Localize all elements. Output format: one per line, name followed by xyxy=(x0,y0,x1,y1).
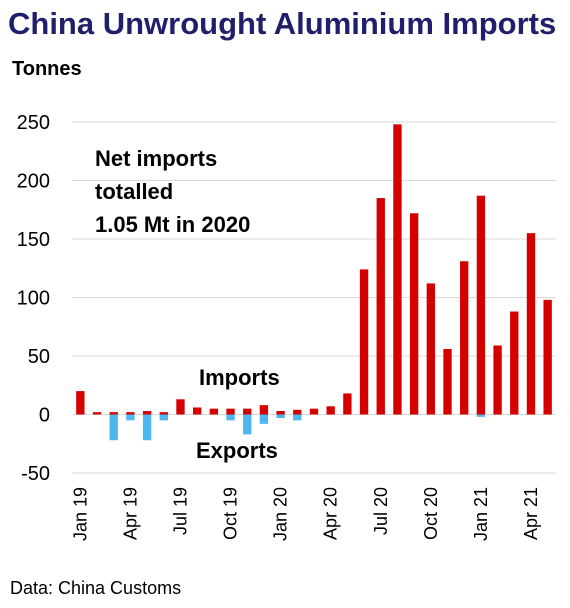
x-tick-label: Jan 19 xyxy=(70,487,90,541)
import-bar-mar-20 xyxy=(309,408,319,415)
y-tick-label: 200 xyxy=(17,171,50,193)
import-bar-oct-19 xyxy=(226,408,235,415)
import-bar-apr-21 xyxy=(526,233,536,415)
export-bar-apr-19 xyxy=(126,414,135,421)
annotation-line-2: totalled xyxy=(95,179,173,204)
import-bar-nov-20 xyxy=(443,348,452,415)
y-axis-unit-label: Tonnes xyxy=(12,58,82,80)
import-bar-apr-20 xyxy=(326,406,335,415)
import-bar-may-20 xyxy=(343,393,352,415)
y-tick-label: 250 xyxy=(17,112,50,134)
import-bar-jan-20 xyxy=(276,410,285,415)
x-tick-label: Jan 21 xyxy=(471,487,491,541)
import-bar-jun-19 xyxy=(159,412,168,415)
export-bar-jan-21 xyxy=(476,414,486,417)
exports-series-label: Exports xyxy=(196,438,278,463)
import-bar-feb-21 xyxy=(493,345,502,415)
export-bar-jan-20 xyxy=(276,414,285,419)
imports-series-label: Imports xyxy=(199,365,280,390)
y-tick-label: 0 xyxy=(39,405,50,427)
import-bar-jun-20 xyxy=(359,269,369,415)
import-bar-oct-20 xyxy=(426,283,435,415)
x-axis-ticks: Jan 19 Apr 19 Jul 19 Oct 19 Jan 20 Apr 20 Jul … xyxy=(70,487,541,541)
y-tick-label: 50 xyxy=(28,346,50,368)
x-tick-label: Apr 19 xyxy=(120,487,140,540)
y-tick-label: -50 xyxy=(21,463,50,485)
import-bar-mar-19 xyxy=(109,412,118,415)
import-bar-sep-20 xyxy=(409,213,419,415)
bars xyxy=(76,124,552,441)
x-tick-label: Oct 19 xyxy=(221,487,241,540)
export-bar-dec-19 xyxy=(259,414,269,424)
source-note: Data: China Customs xyxy=(10,578,182,598)
import-bar-may-21 xyxy=(543,299,552,415)
x-tick-label: Jul 20 xyxy=(371,487,391,535)
import-bar-dec-20 xyxy=(460,261,469,415)
x-tick-label: Oct 20 xyxy=(421,487,441,540)
x-tick-label: Jan 20 xyxy=(271,487,291,541)
annotation-line-3: 1.05 Mt in 2020 xyxy=(95,212,250,237)
import-bar-feb-20 xyxy=(293,409,302,415)
import-bar-jul-19 xyxy=(176,399,185,415)
import-bar-nov-19 xyxy=(243,408,252,415)
import-bar-feb-19 xyxy=(92,412,102,415)
export-bar-jun-19 xyxy=(159,414,168,421)
import-bar-aug-20 xyxy=(393,124,402,415)
import-bar-sep-19 xyxy=(209,408,219,415)
export-bar-oct-19 xyxy=(226,414,235,421)
x-tick-label: Apr 21 xyxy=(521,487,541,540)
annotation-line-1: Net imports xyxy=(95,146,217,171)
x-tick-label: Apr 20 xyxy=(321,487,341,540)
import-bar-aug-19 xyxy=(193,407,202,415)
import-bar-dec-19 xyxy=(259,405,269,415)
y-axis-ticks: -50 0 50 100 150 200 250 xyxy=(17,112,50,485)
chart-title: China Unwrought Aluminium Imports xyxy=(8,6,557,41)
import-bar-apr-19 xyxy=(126,412,135,415)
export-bar-mar-19 xyxy=(109,414,118,441)
import-bar-jan-19 xyxy=(76,391,85,415)
import-bar-may-19 xyxy=(142,410,152,415)
import-bar-mar-21 xyxy=(510,311,519,415)
y-tick-label: 100 xyxy=(17,288,50,310)
export-bar-nov-19 xyxy=(243,414,252,435)
y-tick-label: 150 xyxy=(17,229,50,251)
annotations: Net imports totalled 1.05 Mt in 2020 Imp… xyxy=(95,146,280,463)
export-bar-may-19 xyxy=(142,414,152,441)
import-bar-jan-21 xyxy=(476,195,486,415)
x-tick-label: Jul 19 xyxy=(170,487,190,535)
export-bar-feb-20 xyxy=(293,414,302,421)
import-bar-jul-20 xyxy=(376,198,385,415)
